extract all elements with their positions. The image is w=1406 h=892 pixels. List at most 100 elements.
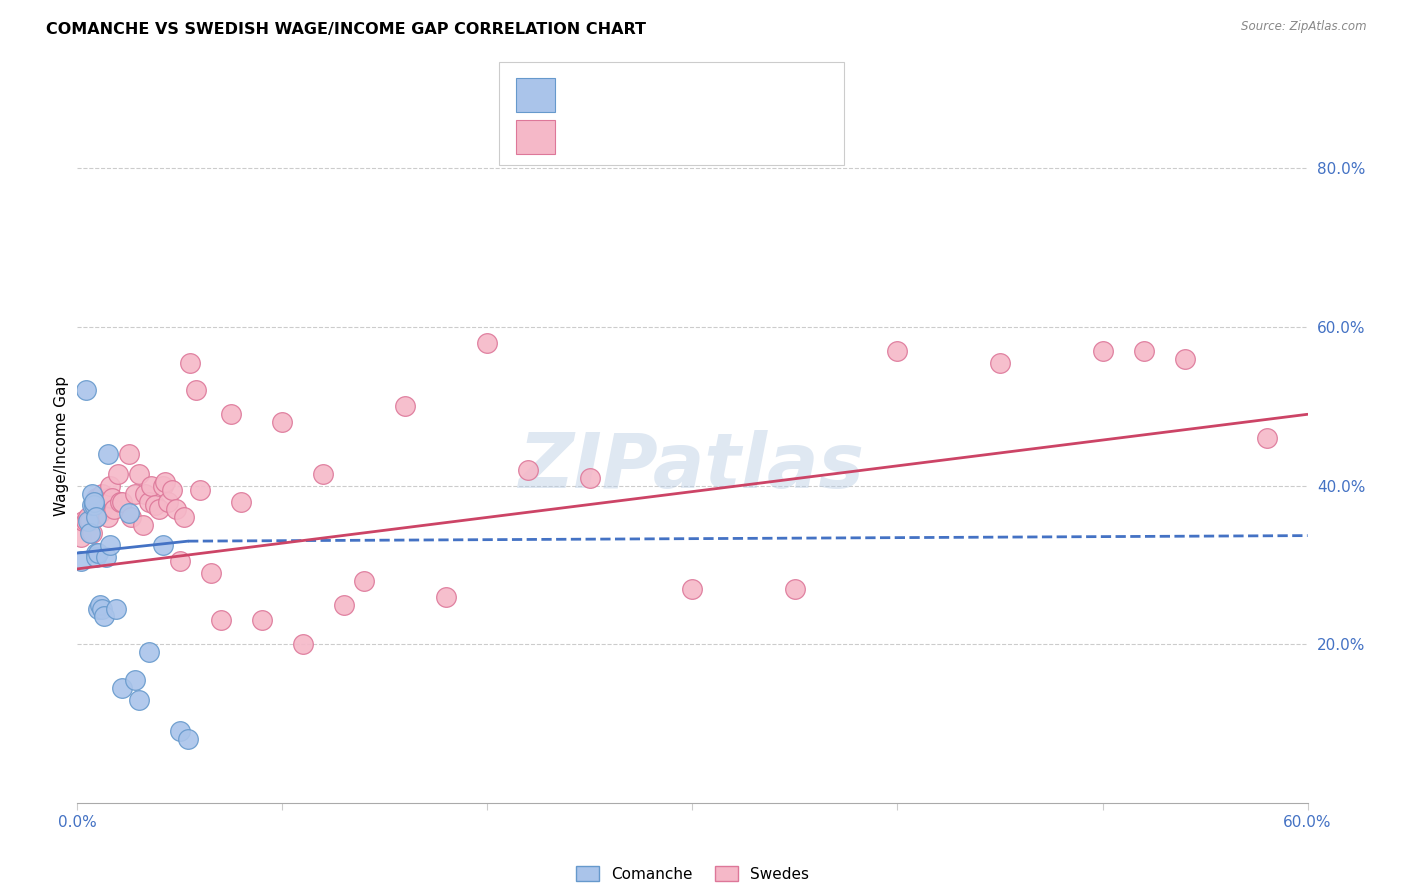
Point: [111, 681, 134, 695]
Point: [84, 549, 107, 564]
Point: [87, 491, 110, 505]
Point: [155, 475, 177, 489]
Point: [72, 514, 94, 528]
Point: [83, 499, 105, 513]
Point: [200, 566, 222, 580]
Point: [80, 486, 103, 500]
Point: [1132, 343, 1154, 358]
Point: [120, 510, 142, 524]
Point: [117, 447, 139, 461]
Point: [231, 494, 253, 508]
Point: [107, 467, 129, 481]
Point: [165, 502, 187, 516]
Point: [111, 494, 134, 508]
Text: N =: N =: [671, 128, 714, 143]
Point: [173, 510, 195, 524]
Point: [70, 554, 93, 568]
Point: [209, 614, 232, 628]
Point: [76, 514, 98, 528]
Point: [87, 546, 110, 560]
Point: [886, 343, 908, 358]
Text: R =: R =: [569, 128, 603, 143]
Point: [94, 549, 117, 564]
Point: [169, 724, 191, 739]
Point: [110, 494, 132, 508]
Point: [76, 510, 98, 524]
Text: N =: N =: [671, 86, 714, 100]
Point: [394, 400, 416, 414]
Point: [219, 407, 242, 421]
Point: [79, 514, 101, 528]
Y-axis label: Wage/Income Gap: Wage/Income Gap: [53, 376, 69, 516]
Point: [87, 502, 110, 516]
Point: [79, 526, 101, 541]
Point: [90, 502, 114, 516]
Point: [436, 590, 458, 604]
Point: [83, 502, 105, 516]
Point: [117, 507, 139, 521]
Point: [141, 478, 163, 492]
Point: [250, 614, 273, 628]
Point: [186, 384, 208, 398]
Point: [134, 486, 156, 500]
Point: [93, 609, 115, 624]
Point: [271, 415, 294, 429]
Legend: Comanche, Swedes: Comanche, Swedes: [569, 860, 815, 888]
Point: [1256, 431, 1278, 445]
Point: [80, 526, 103, 541]
Point: [90, 601, 114, 615]
Point: [75, 514, 97, 528]
Point: [89, 494, 111, 508]
Text: 28: 28: [724, 86, 745, 100]
Point: [97, 491, 120, 505]
Point: [105, 601, 128, 615]
Point: [128, 467, 150, 481]
Point: [177, 732, 200, 747]
Point: [579, 471, 602, 485]
Point: [124, 673, 146, 687]
Point: [84, 546, 107, 560]
Point: [128, 692, 150, 706]
Point: [89, 598, 111, 612]
Point: [1091, 343, 1114, 358]
Point: [682, 582, 704, 596]
Point: [1174, 351, 1197, 366]
Text: Source: ZipAtlas.com: Source: ZipAtlas.com: [1241, 20, 1367, 33]
Point: [93, 499, 115, 513]
Point: [156, 494, 179, 508]
Point: [83, 494, 105, 508]
Point: [84, 510, 107, 524]
Point: [169, 554, 191, 568]
Text: COMANCHE VS SWEDISH WAGE/INCOME GAP CORRELATION CHART: COMANCHE VS SWEDISH WAGE/INCOME GAP CORR…: [46, 22, 647, 37]
Point: [143, 499, 166, 513]
Point: [94, 494, 117, 508]
Text: 68: 68: [724, 128, 745, 143]
Point: [517, 463, 540, 477]
Point: [160, 483, 183, 497]
Point: [124, 486, 146, 500]
Point: [291, 637, 314, 651]
Point: [353, 574, 375, 588]
Point: [152, 478, 174, 492]
Point: [80, 499, 103, 513]
Point: [138, 645, 160, 659]
Point: [312, 467, 335, 481]
Point: [333, 598, 356, 612]
Point: [97, 510, 120, 524]
Point: [103, 502, 125, 516]
Point: [101, 491, 124, 505]
Point: [75, 384, 97, 398]
Text: 0.451: 0.451: [609, 128, 657, 143]
Text: ZIPatlas: ZIPatlas: [519, 431, 866, 504]
Point: [132, 518, 155, 533]
Point: [89, 507, 111, 521]
Point: [90, 486, 114, 500]
Text: R =: R =: [569, 86, 603, 100]
Point: [87, 601, 110, 615]
Point: [148, 502, 170, 516]
Point: [98, 478, 121, 492]
Point: [97, 447, 120, 461]
Point: [477, 335, 499, 350]
Point: [84, 491, 107, 505]
Point: [70, 530, 93, 544]
